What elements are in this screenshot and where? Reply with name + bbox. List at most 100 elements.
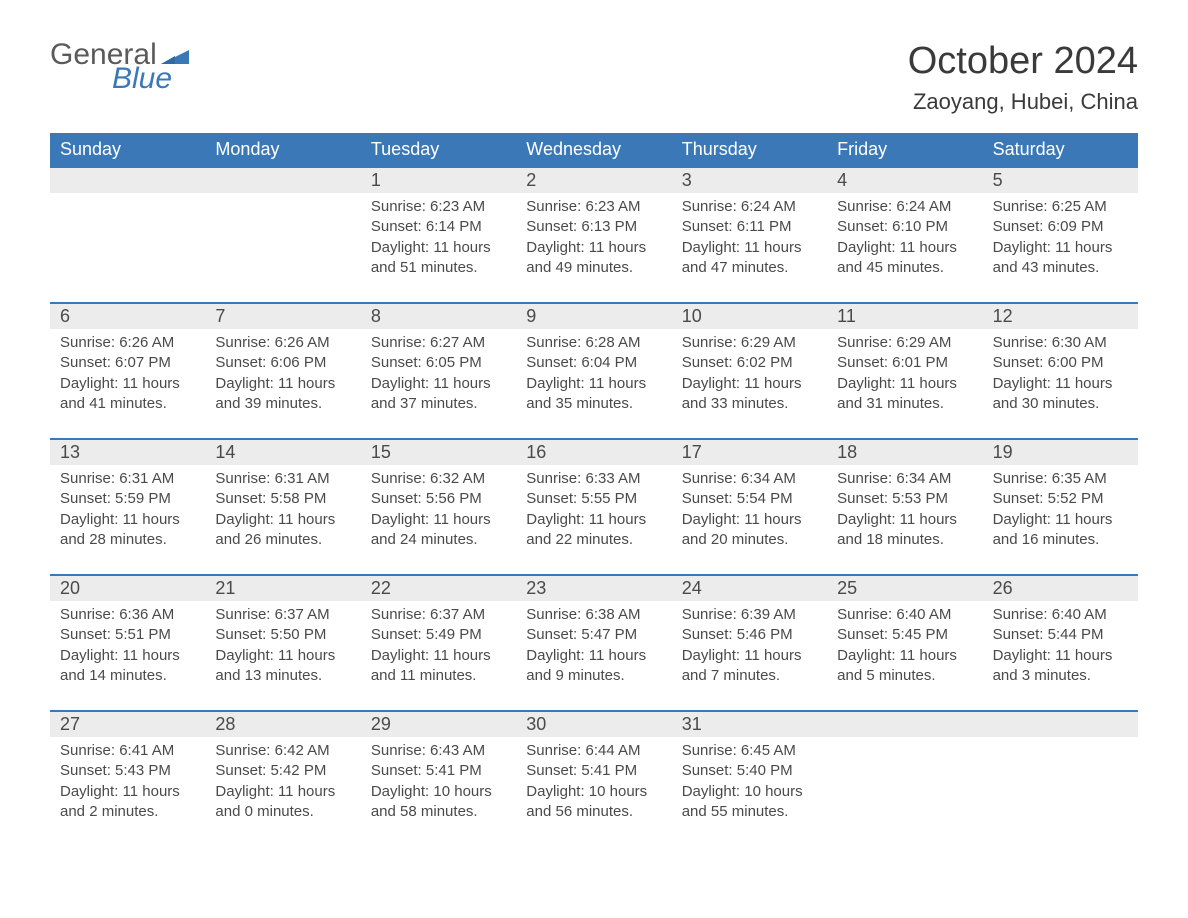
day-number: 9 (516, 304, 671, 329)
sunrise-text: Sunrise: 6:42 AM (215, 741, 350, 761)
day-body: Sunrise: 6:37 AMSunset: 5:50 PMDaylight:… (205, 601, 360, 710)
sunset-text: Sunset: 5:54 PM (682, 489, 817, 509)
day-number: 31 (672, 712, 827, 737)
day-number: 30 (516, 712, 671, 737)
daylight-text: Daylight: 11 hours and 30 minutes. (993, 374, 1128, 415)
weekday-header: Sunday (50, 133, 205, 166)
daylight-text: Daylight: 10 hours and 58 minutes. (371, 782, 506, 823)
calendar-week: 20212223242526Sunrise: 6:36 AMSunset: 5:… (50, 574, 1138, 710)
daylight-text: Daylight: 11 hours and 51 minutes. (371, 238, 506, 279)
day-number: 14 (205, 440, 360, 465)
weekday-header: Monday (205, 133, 360, 166)
weekday-header: Thursday (672, 133, 827, 166)
title-block: October 2024 Zaoyang, Hubei, China (908, 40, 1138, 115)
weekday-header: Friday (827, 133, 982, 166)
day-number: 6 (50, 304, 205, 329)
daylight-text: Daylight: 11 hours and 11 minutes. (371, 646, 506, 687)
daylight-text: Daylight: 11 hours and 18 minutes. (837, 510, 972, 551)
daylight-text: Daylight: 11 hours and 20 minutes. (682, 510, 817, 551)
day-number: 8 (361, 304, 516, 329)
sunset-text: Sunset: 6:00 PM (993, 353, 1128, 373)
day-body: Sunrise: 6:41 AMSunset: 5:43 PMDaylight:… (50, 737, 205, 846)
sunrise-text: Sunrise: 6:45 AM (682, 741, 817, 761)
day-body: Sunrise: 6:39 AMSunset: 5:46 PMDaylight:… (672, 601, 827, 710)
sunrise-text: Sunrise: 6:39 AM (682, 605, 817, 625)
calendar-grid: Sunday Monday Tuesday Wednesday Thursday… (50, 133, 1138, 846)
daylight-text: Daylight: 11 hours and 33 minutes. (682, 374, 817, 415)
day-body: Sunrise: 6:31 AMSunset: 5:59 PMDaylight:… (50, 465, 205, 574)
day-body: Sunrise: 6:40 AMSunset: 5:45 PMDaylight:… (827, 601, 982, 710)
sunset-text: Sunset: 5:58 PM (215, 489, 350, 509)
day-body: Sunrise: 6:35 AMSunset: 5:52 PMDaylight:… (983, 465, 1138, 574)
day-number: 5 (983, 168, 1138, 193)
day-body: Sunrise: 6:36 AMSunset: 5:51 PMDaylight:… (50, 601, 205, 710)
daylight-text: Daylight: 11 hours and 26 minutes. (215, 510, 350, 551)
day-number: 10 (672, 304, 827, 329)
day-body: Sunrise: 6:24 AMSunset: 6:11 PMDaylight:… (672, 193, 827, 302)
day-number: 13 (50, 440, 205, 465)
day-number: 20 (50, 576, 205, 601)
sunset-text: Sunset: 5:49 PM (371, 625, 506, 645)
sunrise-text: Sunrise: 6:26 AM (215, 333, 350, 353)
day-number: 12 (983, 304, 1138, 329)
day-body: Sunrise: 6:29 AMSunset: 6:01 PMDaylight:… (827, 329, 982, 438)
day-body: Sunrise: 6:44 AMSunset: 5:41 PMDaylight:… (516, 737, 671, 846)
day-number: 29 (361, 712, 516, 737)
sunset-text: Sunset: 5:41 PM (371, 761, 506, 781)
day-number: 24 (672, 576, 827, 601)
daylight-text: Daylight: 11 hours and 47 minutes. (682, 238, 817, 279)
sunrise-text: Sunrise: 6:34 AM (837, 469, 972, 489)
sunset-text: Sunset: 5:41 PM (526, 761, 661, 781)
day-body: Sunrise: 6:42 AMSunset: 5:42 PMDaylight:… (205, 737, 360, 846)
sunrise-text: Sunrise: 6:37 AM (371, 605, 506, 625)
daylight-text: Daylight: 11 hours and 41 minutes. (60, 374, 195, 415)
day-number: 25 (827, 576, 982, 601)
day-body: Sunrise: 6:28 AMSunset: 6:04 PMDaylight:… (516, 329, 671, 438)
sunrise-text: Sunrise: 6:41 AM (60, 741, 195, 761)
sunset-text: Sunset: 6:10 PM (837, 217, 972, 237)
daylight-text: Daylight: 11 hours and 0 minutes. (215, 782, 350, 823)
day-body: Sunrise: 6:26 AMSunset: 6:06 PMDaylight:… (205, 329, 360, 438)
sunrise-text: Sunrise: 6:29 AM (682, 333, 817, 353)
daylight-text: Daylight: 11 hours and 2 minutes. (60, 782, 195, 823)
sunrise-text: Sunrise: 6:31 AM (60, 469, 195, 489)
sunrise-text: Sunrise: 6:44 AM (526, 741, 661, 761)
daylight-text: Daylight: 11 hours and 49 minutes. (526, 238, 661, 279)
sunset-text: Sunset: 5:55 PM (526, 489, 661, 509)
sunrise-text: Sunrise: 6:23 AM (526, 197, 661, 217)
daylight-text: Daylight: 11 hours and 3 minutes. (993, 646, 1128, 687)
day-number: 16 (516, 440, 671, 465)
day-number (50, 168, 205, 193)
day-number: 2 (516, 168, 671, 193)
day-body: Sunrise: 6:34 AMSunset: 5:54 PMDaylight:… (672, 465, 827, 574)
daylight-text: Daylight: 11 hours and 45 minutes. (837, 238, 972, 279)
day-number: 15 (361, 440, 516, 465)
sunset-text: Sunset: 5:51 PM (60, 625, 195, 645)
sunrise-text: Sunrise: 6:31 AM (215, 469, 350, 489)
sunrise-text: Sunrise: 6:32 AM (371, 469, 506, 489)
day-number: 17 (672, 440, 827, 465)
daylight-text: Daylight: 11 hours and 13 minutes. (215, 646, 350, 687)
day-number: 18 (827, 440, 982, 465)
day-number: 23 (516, 576, 671, 601)
sunset-text: Sunset: 5:52 PM (993, 489, 1128, 509)
daylight-text: Daylight: 11 hours and 16 minutes. (993, 510, 1128, 551)
day-number: 28 (205, 712, 360, 737)
sunset-text: Sunset: 5:53 PM (837, 489, 972, 509)
day-body (205, 193, 360, 302)
day-number: 21 (205, 576, 360, 601)
sunset-text: Sunset: 5:40 PM (682, 761, 817, 781)
sunrise-text: Sunrise: 6:40 AM (837, 605, 972, 625)
sunset-text: Sunset: 6:09 PM (993, 217, 1128, 237)
daylight-text: Daylight: 11 hours and 28 minutes. (60, 510, 195, 551)
day-number: 4 (827, 168, 982, 193)
daylight-text: Daylight: 11 hours and 35 minutes. (526, 374, 661, 415)
daylight-text: Daylight: 11 hours and 31 minutes. (837, 374, 972, 415)
day-number: 11 (827, 304, 982, 329)
day-number: 27 (50, 712, 205, 737)
sunrise-text: Sunrise: 6:33 AM (526, 469, 661, 489)
logo: General Blue (50, 40, 189, 94)
day-number: 1 (361, 168, 516, 193)
sunrise-text: Sunrise: 6:38 AM (526, 605, 661, 625)
day-body: Sunrise: 6:27 AMSunset: 6:05 PMDaylight:… (361, 329, 516, 438)
